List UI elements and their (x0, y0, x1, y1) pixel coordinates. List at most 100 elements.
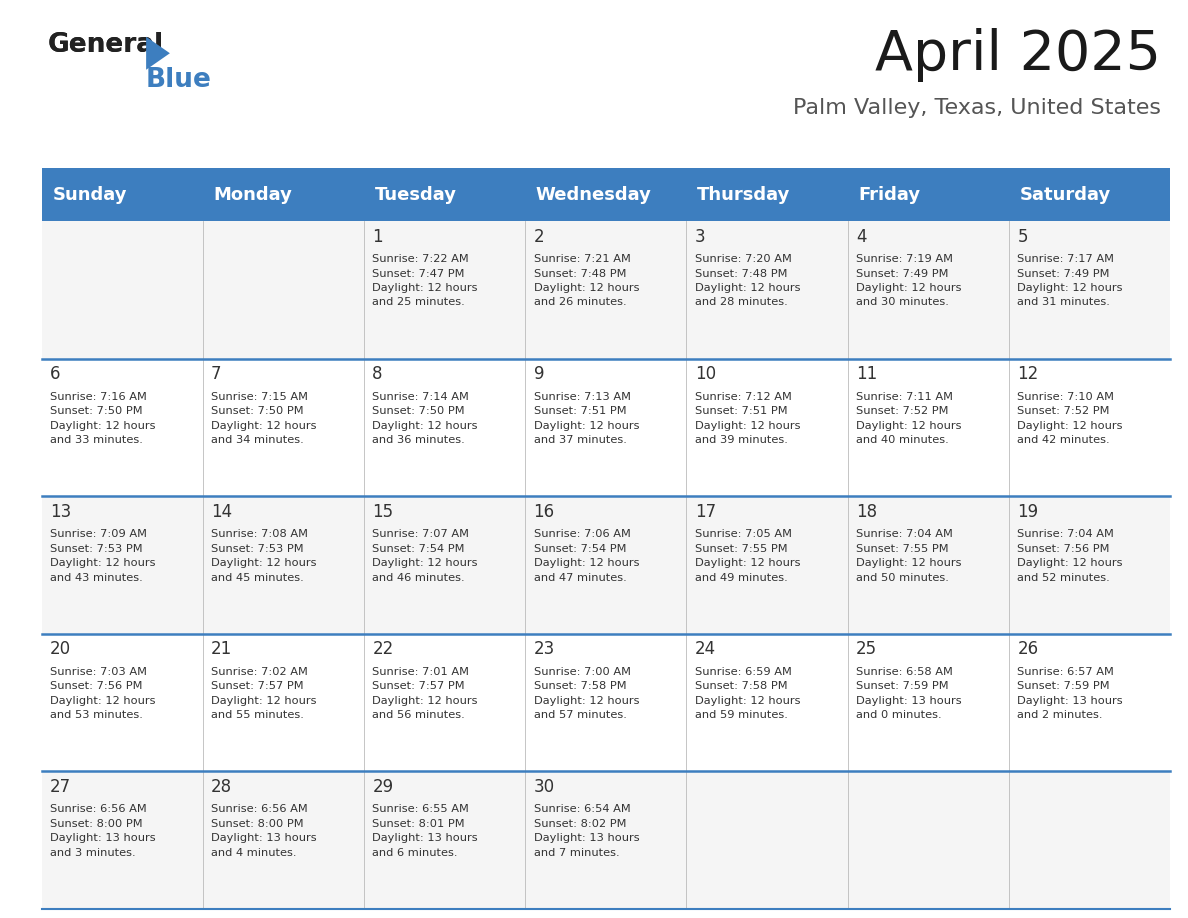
Text: 27: 27 (50, 778, 71, 796)
Text: 12: 12 (1017, 365, 1038, 383)
Text: General: General (48, 32, 164, 58)
Bar (1009, 221, 1170, 359)
Text: Sunrise: 7:03 AM
Sunset: 7:56 PM
Daylight: 12 hours
and 53 minutes.: Sunrise: 7:03 AM Sunset: 7:56 PM Dayligh… (50, 666, 156, 720)
Bar (42, 633, 203, 771)
Bar (525, 771, 687, 909)
Bar (364, 359, 525, 497)
Bar (687, 221, 848, 359)
Bar (525, 359, 687, 497)
Text: 25: 25 (857, 640, 877, 658)
Text: 16: 16 (533, 503, 555, 521)
Bar (848, 771, 1009, 909)
Text: Sunrise: 7:11 AM
Sunset: 7:52 PM
Daylight: 12 hours
and 40 minutes.: Sunrise: 7:11 AM Sunset: 7:52 PM Dayligh… (857, 392, 961, 445)
Text: Sunrise: 6:54 AM
Sunset: 8:02 PM
Daylight: 13 hours
and 7 minutes.: Sunrise: 6:54 AM Sunset: 8:02 PM Dayligh… (533, 804, 639, 857)
Text: Sunrise: 7:20 AM
Sunset: 7:48 PM
Daylight: 12 hours
and 28 minutes.: Sunrise: 7:20 AM Sunset: 7:48 PM Dayligh… (695, 254, 801, 308)
Text: 6: 6 (50, 365, 61, 383)
Text: Sunrise: 7:06 AM
Sunset: 7:54 PM
Daylight: 12 hours
and 47 minutes.: Sunrise: 7:06 AM Sunset: 7:54 PM Dayligh… (533, 530, 639, 583)
Text: 7: 7 (211, 365, 222, 383)
Text: Sunrise: 7:21 AM
Sunset: 7:48 PM
Daylight: 12 hours
and 26 minutes.: Sunrise: 7:21 AM Sunset: 7:48 PM Dayligh… (533, 254, 639, 308)
Bar (687, 633, 848, 771)
Bar (203, 221, 364, 359)
Text: Sunrise: 7:14 AM
Sunset: 7:50 PM
Daylight: 12 hours
and 36 minutes.: Sunrise: 7:14 AM Sunset: 7:50 PM Dayligh… (372, 392, 478, 445)
Text: 28: 28 (211, 778, 232, 796)
Polygon shape (146, 37, 170, 70)
Text: Sunrise: 7:07 AM
Sunset: 7:54 PM
Daylight: 12 hours
and 46 minutes.: Sunrise: 7:07 AM Sunset: 7:54 PM Dayligh… (372, 530, 478, 583)
Text: Sunrise: 7:09 AM
Sunset: 7:53 PM
Daylight: 12 hours
and 43 minutes.: Sunrise: 7:09 AM Sunset: 7:53 PM Dayligh… (50, 530, 156, 583)
Text: 23: 23 (533, 640, 555, 658)
Bar (1009, 771, 1170, 909)
Text: Sunrise: 6:58 AM
Sunset: 7:59 PM
Daylight: 13 hours
and 0 minutes.: Sunrise: 6:58 AM Sunset: 7:59 PM Dayligh… (857, 666, 961, 720)
Bar (525, 633, 687, 771)
Bar (1009, 359, 1170, 497)
Bar (525, 497, 687, 633)
Bar (203, 359, 364, 497)
Text: 13: 13 (50, 503, 71, 521)
Bar (1009, 497, 1170, 633)
Text: Sunrise: 7:17 AM
Sunset: 7:49 PM
Daylight: 12 hours
and 31 minutes.: Sunrise: 7:17 AM Sunset: 7:49 PM Dayligh… (1017, 254, 1123, 308)
Text: Sunrise: 6:56 AM
Sunset: 8:00 PM
Daylight: 13 hours
and 3 minutes.: Sunrise: 6:56 AM Sunset: 8:00 PM Dayligh… (50, 804, 156, 857)
Text: Sunrise: 6:56 AM
Sunset: 8:00 PM
Daylight: 13 hours
and 4 minutes.: Sunrise: 6:56 AM Sunset: 8:00 PM Dayligh… (211, 804, 317, 857)
Text: 10: 10 (695, 365, 716, 383)
Bar (848, 221, 1009, 359)
Bar (364, 633, 525, 771)
Text: 9: 9 (533, 365, 544, 383)
Bar (1009, 633, 1170, 771)
Text: Sunrise: 7:00 AM
Sunset: 7:58 PM
Daylight: 12 hours
and 57 minutes.: Sunrise: 7:00 AM Sunset: 7:58 PM Dayligh… (533, 666, 639, 720)
Bar (42, 497, 203, 633)
Bar (687, 359, 848, 497)
Text: Thursday: Thursday (697, 185, 790, 204)
Bar (848, 497, 1009, 633)
Text: Sunrise: 7:10 AM
Sunset: 7:52 PM
Daylight: 12 hours
and 42 minutes.: Sunrise: 7:10 AM Sunset: 7:52 PM Dayligh… (1017, 392, 1123, 445)
Text: Sunrise: 7:19 AM
Sunset: 7:49 PM
Daylight: 12 hours
and 30 minutes.: Sunrise: 7:19 AM Sunset: 7:49 PM Dayligh… (857, 254, 961, 308)
Text: Friday: Friday (859, 185, 921, 204)
Text: 30: 30 (533, 778, 555, 796)
Bar (525, 221, 687, 359)
Text: General: General (48, 32, 164, 58)
Text: Sunrise: 7:05 AM
Sunset: 7:55 PM
Daylight: 12 hours
and 49 minutes.: Sunrise: 7:05 AM Sunset: 7:55 PM Dayligh… (695, 530, 801, 583)
Text: 5: 5 (1017, 228, 1028, 246)
Text: 8: 8 (372, 365, 383, 383)
Text: Sunrise: 7:15 AM
Sunset: 7:50 PM
Daylight: 12 hours
and 34 minutes.: Sunrise: 7:15 AM Sunset: 7:50 PM Dayligh… (211, 392, 317, 445)
Bar (42, 168, 1170, 221)
Text: 11: 11 (857, 365, 877, 383)
Bar (203, 633, 364, 771)
Text: 17: 17 (695, 503, 716, 521)
Text: 18: 18 (857, 503, 877, 521)
Text: Palm Valley, Texas, United States: Palm Valley, Texas, United States (792, 98, 1161, 118)
Text: 2: 2 (533, 228, 544, 246)
Text: Blue: Blue (146, 67, 211, 93)
Text: Sunrise: 7:01 AM
Sunset: 7:57 PM
Daylight: 12 hours
and 56 minutes.: Sunrise: 7:01 AM Sunset: 7:57 PM Dayligh… (372, 666, 478, 720)
Text: 15: 15 (372, 503, 393, 521)
Bar (203, 771, 364, 909)
Text: Sunrise: 6:55 AM
Sunset: 8:01 PM
Daylight: 13 hours
and 6 minutes.: Sunrise: 6:55 AM Sunset: 8:01 PM Dayligh… (372, 804, 478, 857)
Text: April 2025: April 2025 (874, 28, 1161, 82)
Bar (687, 497, 848, 633)
Bar (364, 771, 525, 909)
Bar (848, 633, 1009, 771)
Text: Sunrise: 7:02 AM
Sunset: 7:57 PM
Daylight: 12 hours
and 55 minutes.: Sunrise: 7:02 AM Sunset: 7:57 PM Dayligh… (211, 666, 317, 720)
Text: Sunrise: 7:08 AM
Sunset: 7:53 PM
Daylight: 12 hours
and 45 minutes.: Sunrise: 7:08 AM Sunset: 7:53 PM Dayligh… (211, 530, 317, 583)
Text: 24: 24 (695, 640, 716, 658)
Text: 1: 1 (372, 228, 383, 246)
Bar (364, 497, 525, 633)
Text: Sunrise: 7:22 AM
Sunset: 7:47 PM
Daylight: 12 hours
and 25 minutes.: Sunrise: 7:22 AM Sunset: 7:47 PM Dayligh… (372, 254, 478, 308)
Bar (42, 359, 203, 497)
Bar (42, 771, 203, 909)
Text: Sunrise: 7:04 AM
Sunset: 7:56 PM
Daylight: 12 hours
and 52 minutes.: Sunrise: 7:04 AM Sunset: 7:56 PM Dayligh… (1017, 530, 1123, 583)
Text: 20: 20 (50, 640, 71, 658)
Text: Sunrise: 7:12 AM
Sunset: 7:51 PM
Daylight: 12 hours
and 39 minutes.: Sunrise: 7:12 AM Sunset: 7:51 PM Dayligh… (695, 392, 801, 445)
Text: 21: 21 (211, 640, 233, 658)
Bar (687, 771, 848, 909)
Text: 19: 19 (1017, 503, 1038, 521)
Text: Sunrise: 7:16 AM
Sunset: 7:50 PM
Daylight: 12 hours
and 33 minutes.: Sunrise: 7:16 AM Sunset: 7:50 PM Dayligh… (50, 392, 156, 445)
Text: Sunrise: 6:59 AM
Sunset: 7:58 PM
Daylight: 12 hours
and 59 minutes.: Sunrise: 6:59 AM Sunset: 7:58 PM Dayligh… (695, 666, 801, 720)
Text: Sunrise: 6:57 AM
Sunset: 7:59 PM
Daylight: 13 hours
and 2 minutes.: Sunrise: 6:57 AM Sunset: 7:59 PM Dayligh… (1017, 666, 1123, 720)
Text: Sunrise: 7:04 AM
Sunset: 7:55 PM
Daylight: 12 hours
and 50 minutes.: Sunrise: 7:04 AM Sunset: 7:55 PM Dayligh… (857, 530, 961, 583)
Text: 22: 22 (372, 640, 393, 658)
Bar (203, 497, 364, 633)
Text: 14: 14 (211, 503, 232, 521)
Text: Monday: Monday (214, 185, 292, 204)
Text: Tuesday: Tuesday (374, 185, 456, 204)
Text: 3: 3 (695, 228, 706, 246)
Text: Saturday: Saturday (1019, 185, 1111, 204)
